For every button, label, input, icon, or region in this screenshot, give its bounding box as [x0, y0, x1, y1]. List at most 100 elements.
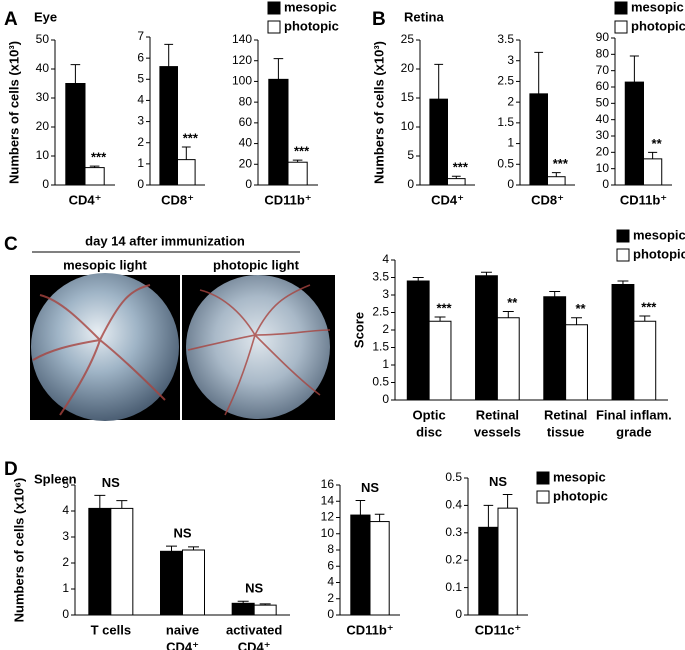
bar — [497, 507, 518, 616]
y-tick-label: 2.5 — [497, 74, 514, 88]
bar — [478, 526, 499, 616]
legend-swatch — [536, 471, 550, 485]
panel-title: Spleen — [34, 471, 77, 486]
y-tick-label: 3.5 — [372, 270, 389, 284]
y-tick-label: 2 — [62, 555, 69, 569]
y-tick-label: 120 — [232, 53, 252, 67]
y-tick-label: 50 — [596, 96, 610, 110]
y-tick-label: 2 — [327, 591, 334, 605]
bar — [565, 324, 588, 401]
error-bar — [374, 513, 385, 522]
error-bar — [412, 277, 424, 281]
significance-label: NS — [102, 475, 120, 490]
panel-title: Retina — [404, 9, 445, 24]
y-tick-label: 3 — [137, 114, 144, 128]
y-tick-label: 0 — [62, 607, 69, 621]
x-tick-label: vessels — [474, 424, 521, 439]
y-tick-label: 14 — [321, 493, 335, 507]
y-tick-label: 10 — [36, 148, 50, 162]
legend-label: photopic — [284, 18, 339, 33]
error-bar — [166, 545, 177, 552]
y-tick-label: 5 — [407, 148, 414, 162]
x-tick-label: Retinal — [544, 407, 587, 422]
y-tick-label: 5 — [62, 477, 69, 491]
error-bar — [164, 43, 174, 67]
significance-label: ** — [507, 295, 518, 310]
y-tick-label: 0.2 — [445, 552, 462, 566]
y-tick-label: 3 — [382, 287, 389, 301]
y-tick-label: 60 — [596, 79, 610, 93]
legend-label: photopic — [553, 488, 608, 503]
y-tick-label: 2 — [137, 135, 144, 149]
y-tick-label: 0 — [407, 177, 414, 191]
y-tick-label: 20 — [401, 61, 415, 75]
y-tick-label: 40 — [596, 112, 610, 126]
x-tick-label: CD4⁺ — [431, 192, 464, 207]
error-bar — [534, 51, 544, 94]
y-tick-label: 1 — [62, 581, 69, 595]
y-tick-label: 2 — [382, 322, 389, 336]
error-bar — [617, 280, 629, 285]
error-bar — [648, 151, 658, 159]
y-tick-label: 0.4 — [445, 498, 462, 512]
error-bar — [188, 546, 199, 550]
legend-swatch — [267, 1, 281, 15]
y-tick-label: 6 — [327, 558, 334, 572]
error-bar — [355, 499, 366, 516]
y-tick-label: 8 — [327, 542, 334, 556]
bar — [182, 549, 205, 616]
x-tick-label: T cells — [91, 622, 131, 637]
y-tick-label: 15 — [401, 90, 415, 104]
y-tick-label: 0 — [382, 392, 389, 406]
error-bar — [571, 317, 583, 325]
bar — [429, 98, 448, 186]
error-bar — [629, 55, 639, 83]
bar — [88, 507, 112, 616]
y-tick-label: 0.5 — [372, 375, 389, 389]
significance-label: ** — [652, 136, 663, 151]
bar — [65, 83, 86, 186]
y-tick-label: 16 — [321, 477, 335, 491]
legend-label: mesopic — [553, 469, 606, 484]
y-tick-label: 40 — [239, 136, 253, 150]
bar — [643, 158, 663, 186]
significance-label: *** — [553, 156, 569, 171]
x-tick-label: naive — [166, 622, 199, 637]
error-bar — [480, 271, 492, 276]
bar — [177, 159, 196, 186]
y-tick-label: 90 — [596, 30, 610, 44]
error-bar — [237, 600, 249, 604]
bar — [287, 161, 308, 186]
error-bar — [70, 64, 81, 84]
error-bar — [259, 603, 271, 606]
y-tick-label: 0.5 — [445, 470, 462, 484]
significance-label: NS — [361, 480, 379, 495]
legend-label: mesopic — [633, 227, 685, 242]
y-tick-label: 7 — [137, 29, 144, 43]
y-tick-label: 10 — [401, 119, 415, 133]
bar — [268, 78, 289, 186]
y-tick-label: 5 — [137, 71, 144, 85]
y-tick-label: 2 — [507, 94, 514, 108]
bar — [611, 284, 635, 401]
bar — [160, 550, 183, 616]
error-bar — [89, 165, 100, 168]
y-tick-label: 0 — [602, 177, 609, 191]
y-tick-label: 1.5 — [372, 340, 389, 354]
y-tick-label: 3.5 — [497, 32, 514, 46]
y-tick-label: 80 — [596, 47, 610, 61]
bar — [624, 81, 645, 186]
y-axis-label: Numbers of cells (x10³) — [6, 41, 21, 184]
y-tick-label: 10 — [596, 161, 610, 175]
x-tick-label: Final inflam. — [596, 407, 672, 422]
error-bar — [273, 58, 284, 80]
y-tick-label: 1 — [137, 156, 144, 170]
bar — [633, 320, 657, 401]
x-tick-label: disc — [416, 424, 442, 439]
significance-label: *** — [294, 144, 310, 159]
y-tick-label: 40 — [36, 61, 50, 75]
bar — [159, 66, 178, 186]
bar — [496, 317, 520, 401]
bar — [447, 178, 466, 186]
error-bar — [94, 494, 106, 509]
